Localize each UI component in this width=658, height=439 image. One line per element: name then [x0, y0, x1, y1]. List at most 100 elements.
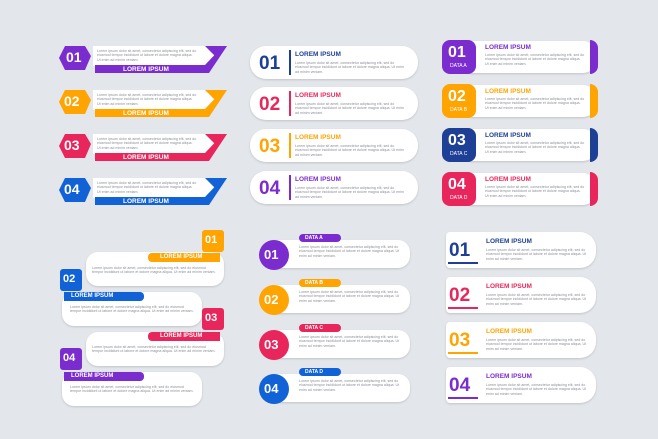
data-tag	[299, 279, 341, 287]
step-number: 01	[264, 247, 279, 262]
heading: LOREM IPSUM	[485, 44, 531, 51]
step-number: 04	[64, 181, 80, 197]
circle	[259, 240, 289, 270]
heading-bar	[148, 253, 220, 262]
pill-item-1: 01 LOREM IPSUM Lorem ipsum dolor sit ame…	[250, 46, 418, 79]
banner-shape	[59, 134, 227, 161]
circle-item-2: 02 DATA B Lorem ipsum dolor sit amet, co…	[255, 277, 415, 317]
body-text: Lorem ipsum dolor sit amet, consectetur …	[97, 137, 197, 150]
heading: LOREM IPSUM	[486, 373, 532, 380]
pill-group-1: 01 LOREM IPSUM Lorem ipsum dolor sit ame…	[250, 46, 425, 206]
circle-group: 01 DATA A Lorem ipsum dolor sit amet, co…	[255, 232, 415, 404]
body-text: Lorem ipsum dolor sit amet, consectetur …	[295, 61, 404, 74]
banner-item-2: 02 Lorem ipsum dolor sit amet, consectet…	[55, 84, 230, 124]
body-text: Lorem ipsum dolor sit amet, consectetur …	[485, 185, 585, 198]
circle-item-1: 01 DATA A Lorem ipsum dolor sit amet, co…	[255, 232, 415, 272]
heading: LOREM IPSUM	[486, 238, 532, 245]
step-number: 02	[259, 94, 281, 115]
divider	[289, 91, 291, 116]
data-label: DATA B	[305, 280, 323, 286]
body-text: Lorem ipsum dolor sit amet, consectetur …	[486, 293, 587, 306]
badge	[60, 269, 82, 291]
badge	[60, 348, 82, 370]
heading: LOREM IPSUM	[295, 51, 341, 58]
data-label: DATA B	[450, 107, 468, 113]
step-number: 04	[259, 178, 281, 199]
banner-item-4: 04 Lorem ipsum dolor sit amet, consectet…	[55, 172, 230, 212]
heading-bar	[148, 332, 220, 341]
card	[273, 374, 410, 402]
heading: LOREM IPSUM	[123, 110, 169, 117]
step-number: 04	[264, 381, 279, 396]
body-text: Lorem ipsum dolor sit amet, consectetur …	[485, 141, 585, 154]
pill-item-3: 03 LOREM IPSUM Lorem ipsum dolor sit ame…	[250, 129, 418, 162]
heading: LOREM IPSUM	[123, 198, 169, 205]
heading: LOREM IPSUM	[295, 92, 341, 99]
tab-block	[442, 128, 476, 162]
data-label: DATA C	[450, 151, 468, 157]
step-number: 01	[205, 234, 218, 246]
body-text: Lorem ipsum dolor sit amet, consectetur …	[485, 53, 585, 66]
step-number: 03	[448, 132, 466, 149]
accent-bar	[590, 128, 598, 162]
circle-item-4: 04 DATA D Lorem ipsum dolor sit amet, co…	[255, 366, 415, 406]
heading: LOREM IPSUM	[123, 66, 169, 73]
banner-shape	[59, 46, 227, 73]
body-text: Lorem ipsum dolor sit amet, consectetur …	[486, 338, 587, 351]
body-text: Lorem ipsum dolor sit amet, consectetur …	[97, 93, 197, 106]
heading: LOREM IPSUM	[486, 283, 532, 290]
step-number: 03	[449, 330, 471, 351]
banner-shape	[59, 178, 227, 205]
body-text: Lorem ipsum dolor sit amet, consectetur …	[70, 385, 194, 394]
step-number: 01	[448, 44, 466, 61]
step-number: 01	[449, 240, 471, 261]
body-text: Lorem ipsum dolor sit amet, consectetur …	[295, 102, 404, 115]
stacked-group: 01 LOREM IPSUM Lorem ipsum dolor sit ame…	[58, 228, 233, 433]
step-number: 01	[66, 49, 82, 65]
step-number: 02	[448, 88, 466, 105]
data-tag	[299, 234, 341, 242]
body-text: Lorem ipsum dolor sit amet, consectetur …	[70, 305, 194, 314]
body-text: Lorem ipsum dolor sit amet, consectetur …	[486, 383, 587, 396]
card	[470, 129, 597, 161]
heading-bar	[64, 292, 144, 301]
card	[470, 41, 597, 73]
badge	[202, 230, 224, 252]
heading-bar	[64, 372, 144, 381]
heading: LOREM IPSUM	[160, 333, 203, 339]
data-tag	[299, 324, 341, 332]
card	[273, 285, 410, 313]
step-number: 03	[64, 137, 80, 153]
tab-item-2: 02 DATA B LOREM IPSUM Lorem ipsum dolor …	[440, 82, 600, 120]
accent-bar	[590, 84, 598, 118]
notched-item-2: 02 LOREM IPSUM Lorem ipsum dolor sit ame…	[446, 277, 596, 313]
badge	[202, 308, 224, 330]
pill-item-4: 04 LOREM IPSUM Lorem ipsum dolor sit ame…	[250, 171, 418, 204]
card	[273, 330, 410, 358]
tab-block	[442, 84, 476, 118]
tab-item-3: 03 DATA C LOREM IPSUM Lorem ipsum dolor …	[440, 126, 600, 164]
step-number: 02	[449, 285, 471, 306]
underline	[448, 262, 478, 264]
heading: LOREM IPSUM	[295, 134, 341, 141]
step-number: 02	[264, 292, 279, 307]
heading: LOREM IPSUM	[485, 88, 531, 95]
pill-item-2: 02 LOREM IPSUM Lorem ipsum dolor sit ame…	[250, 87, 418, 120]
divider	[289, 175, 291, 200]
body-text: Lorem ipsum dolor sit amet, consectetur …	[295, 144, 404, 157]
heading: LOREM IPSUM	[71, 373, 114, 379]
card	[470, 85, 597, 117]
heading: LOREM IPSUM	[71, 293, 114, 299]
underline	[448, 307, 478, 309]
data-label: DATA C	[305, 325, 323, 331]
step-number: 03	[264, 337, 279, 352]
body-text: Lorem ipsum dolor sit amet, consectetur …	[92, 266, 216, 275]
data-label: DATA A	[450, 63, 467, 69]
heading: LOREM IPSUM	[486, 328, 532, 335]
body-text: Lorem ipsum dolor sit amet, consectetur …	[97, 49, 197, 62]
step-number: 03	[205, 312, 218, 324]
circle	[259, 374, 289, 404]
heading: LOREM IPSUM	[485, 176, 531, 183]
accent-bar	[590, 40, 598, 74]
heading: LOREM IPSUM	[123, 154, 169, 161]
